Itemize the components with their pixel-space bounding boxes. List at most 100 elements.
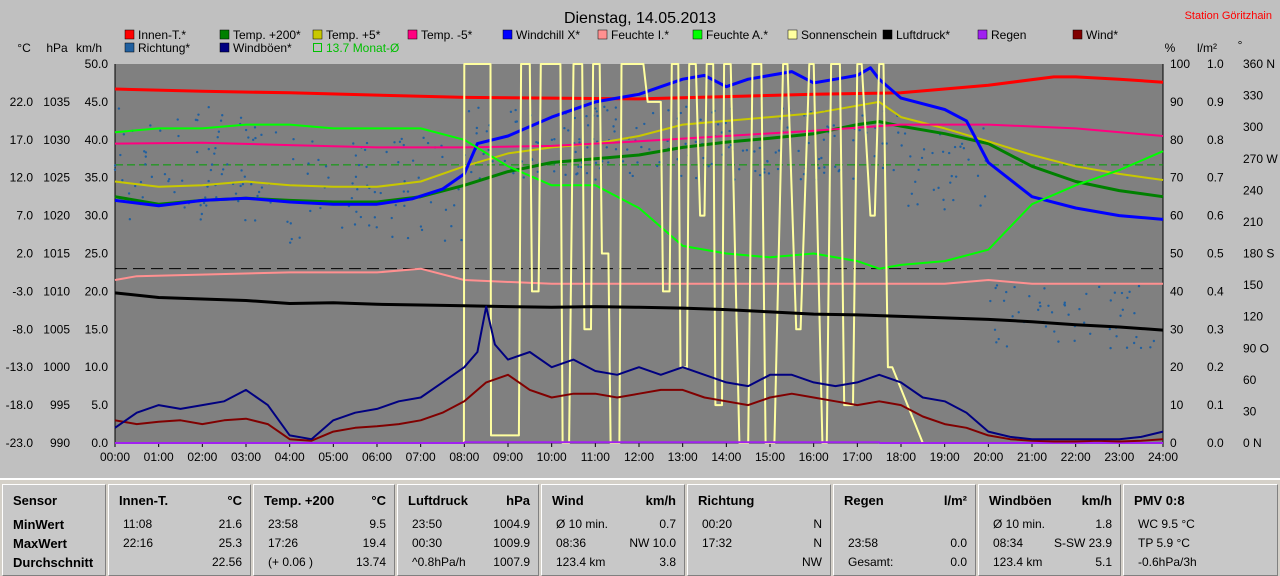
axis-tick-percent: 0 — [1170, 436, 1177, 450]
direction-point — [200, 218, 202, 220]
axis-tick-direction: 300 — [1243, 120, 1263, 134]
direction-point — [886, 142, 888, 144]
axis-tick-kmh: 30.0 — [85, 209, 109, 223]
direction-point — [173, 191, 175, 193]
legend-swatch — [220, 30, 229, 39]
direction-point — [833, 135, 835, 137]
direction-point — [397, 161, 399, 163]
direction-point — [603, 106, 605, 108]
stats-row-label: MinWert — [13, 517, 97, 535]
stats-row-label: MaxWert — [13, 536, 97, 554]
direction-point — [606, 146, 608, 148]
x-tick-label: 10:00 — [537, 450, 567, 464]
direction-point — [144, 163, 146, 165]
direction-point — [291, 238, 293, 240]
direction-point — [882, 167, 884, 169]
direction-point — [738, 168, 740, 170]
direction-point — [881, 142, 883, 144]
direction-point — [979, 204, 981, 206]
direction-point — [256, 195, 258, 197]
direction-point — [199, 204, 201, 206]
direction-point — [937, 187, 939, 189]
direction-point — [909, 155, 911, 157]
axis-tick-direction: 240 — [1243, 183, 1263, 197]
x-tick-label: 07:00 — [406, 450, 436, 464]
direction-point — [652, 112, 654, 114]
stats-cell-value: N — [813, 517, 822, 531]
stats-cell-value: 5.1 — [1095, 555, 1112, 569]
direction-point — [510, 111, 512, 113]
stats-cell-time: 08:34 — [993, 536, 1023, 550]
direction-point — [380, 192, 382, 194]
direction-point — [725, 122, 727, 124]
direction-point — [1045, 325, 1047, 327]
legend-label: Innen-T.* — [138, 28, 186, 42]
direction-point — [728, 146, 730, 148]
direction-point — [594, 178, 596, 180]
stats-header-title: PMV 0:8 — [1134, 493, 1185, 508]
axis-tick-percent: 20 — [1170, 360, 1184, 374]
stats-cell-value: N — [813, 536, 822, 550]
direction-point — [574, 151, 576, 153]
direction-point — [537, 171, 539, 173]
axis-tick-kmh: 5.0 — [91, 398, 108, 412]
direction-point — [151, 176, 153, 178]
stats-row: 123.4 km 5.1 — [989, 555, 1112, 573]
direction-point — [123, 133, 125, 135]
stats-row-label: Durchschnitt — [13, 555, 97, 573]
direction-point — [596, 115, 598, 117]
direction-point — [1053, 330, 1055, 332]
legend-label: Temp. +200* — [233, 28, 301, 42]
direction-point — [401, 138, 403, 140]
direction-point — [356, 188, 358, 190]
legend-label: Feuchte A.* — [706, 28, 768, 42]
direction-point — [208, 148, 210, 150]
stats-header: Richtung — [698, 493, 822, 508]
direction-point — [907, 205, 909, 207]
direction-point — [450, 225, 452, 227]
direction-point — [1057, 340, 1059, 342]
stats-cell-time: (+ 0.06 ) — [268, 555, 313, 569]
axis-tick-direction: 60 — [1243, 373, 1257, 387]
direction-point — [996, 284, 998, 286]
axis-tick-lm2: 0.2 — [1207, 360, 1224, 374]
direction-point — [140, 181, 142, 183]
axis-tick-celsius: 2.0 — [16, 247, 33, 261]
legend-swatch — [693, 30, 702, 39]
direction-point — [468, 110, 470, 112]
axis-unit-label: °C — [17, 41, 31, 55]
axis-tick-lm2: 0.3 — [1207, 322, 1224, 336]
direction-point — [358, 164, 360, 166]
direction-point — [1078, 308, 1080, 310]
axis-tick-direction: 0 N — [1243, 436, 1262, 450]
axis-tick-lm2: 0.5 — [1207, 247, 1224, 261]
axis-tick-hpa: 990 — [50, 436, 70, 450]
direction-point — [858, 129, 860, 131]
stats-cell-time: 17:32 — [702, 536, 732, 550]
axis-tick-kmh: 10.0 — [85, 360, 109, 374]
direction-point — [994, 329, 996, 331]
stats-cell-time: WC 9.5 °C — [1138, 517, 1195, 531]
x-tick-label: 04:00 — [275, 450, 305, 464]
axis-unit-label: km/h — [76, 41, 102, 55]
direction-point — [491, 160, 493, 162]
direction-point — [1135, 336, 1137, 338]
legend-label: Luftdruck* — [896, 28, 950, 42]
direction-point — [374, 191, 376, 193]
direction-point — [1013, 286, 1015, 288]
stats-cell-value: S-SW 23.9 — [1054, 536, 1112, 550]
direction-point — [476, 127, 478, 129]
direction-point — [1115, 335, 1117, 337]
stats-cell-time: 17:26 — [268, 536, 298, 550]
direction-point — [952, 199, 954, 201]
direction-point — [667, 109, 669, 111]
direction-point — [921, 157, 923, 159]
direction-point — [254, 137, 256, 139]
direction-point — [298, 237, 300, 239]
stats-cell-time: 123.4 km — [993, 555, 1042, 569]
direction-point — [951, 175, 953, 177]
